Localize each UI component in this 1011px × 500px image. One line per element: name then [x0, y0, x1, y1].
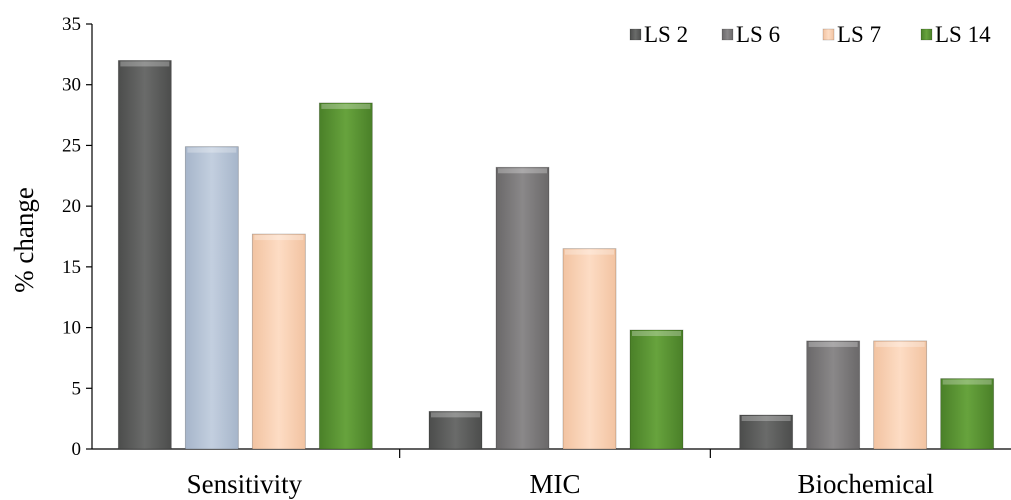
legend-swatch: [721, 28, 734, 41]
legend-swatch: [629, 28, 642, 41]
bar: [873, 340, 928, 450]
y-tick-label: 25: [62, 135, 81, 156]
bar: [940, 378, 995, 450]
y-tick-label: 35: [62, 14, 81, 35]
bar: [117, 60, 172, 450]
bar-bevel: [187, 147, 237, 153]
y-tick-label: 15: [62, 257, 81, 278]
x-category-label: MIC: [529, 469, 580, 499]
bar-bevel: [942, 379, 992, 385]
x-axis: Sensitivity MIC Biochemical: [92, 448, 1011, 499]
y-tick-label: 10: [62, 318, 81, 339]
bar-bevel: [431, 412, 480, 418]
x-category-label: Biochemical: [797, 469, 933, 499]
bar: [739, 414, 794, 450]
bar: [428, 410, 483, 450]
legend-swatch: [920, 28, 933, 41]
bar-bevel: [808, 341, 858, 347]
bar-bevel: [321, 103, 371, 109]
y-tick-label: 5: [72, 378, 82, 399]
legend-label: LS 14: [935, 22, 991, 47]
bar-bevel: [498, 168, 547, 174]
y-tick-label: 0: [72, 439, 82, 460]
legend: LS 2 LS 6 LS 7 LS 14: [629, 22, 991, 47]
bar: [251, 233, 306, 450]
bar-bevel: [120, 61, 170, 67]
x-category-label: Sensitivity: [187, 469, 303, 499]
bar-bevel: [565, 249, 614, 255]
y-tick-label: 20: [62, 196, 81, 217]
bar: [495, 166, 550, 450]
bars: [117, 60, 995, 450]
bar-bevel: [875, 341, 925, 347]
bar: [184, 146, 239, 450]
bar: [318, 102, 373, 450]
bar: [562, 248, 617, 450]
bar: [629, 329, 684, 450]
legend-label: LS 2: [644, 22, 688, 47]
bar-bevel: [741, 416, 791, 421]
legend-label: LS 7: [837, 22, 881, 47]
legend-swatch: [822, 28, 835, 41]
bar: [806, 340, 861, 450]
bar-bevel: [254, 235, 304, 241]
y-axis-label: % change: [9, 187, 39, 293]
y-axis: 0 5 10 15 20 25 30 35: [62, 14, 93, 460]
legend-label: LS 6: [736, 22, 780, 47]
y-tick-label: 30: [62, 75, 81, 96]
bar-bevel: [632, 331, 681, 336]
